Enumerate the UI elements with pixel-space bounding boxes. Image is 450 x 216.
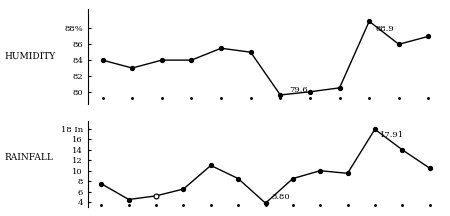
- Text: 3.80: 3.80: [271, 193, 290, 201]
- Text: 17.91: 17.91: [380, 131, 405, 139]
- Text: 79.6: 79.6: [289, 86, 308, 94]
- Text: RAINFALL: RAINFALL: [4, 153, 54, 162]
- Text: HUMIDITY: HUMIDITY: [4, 52, 56, 61]
- Text: 88.9: 88.9: [375, 25, 394, 33]
